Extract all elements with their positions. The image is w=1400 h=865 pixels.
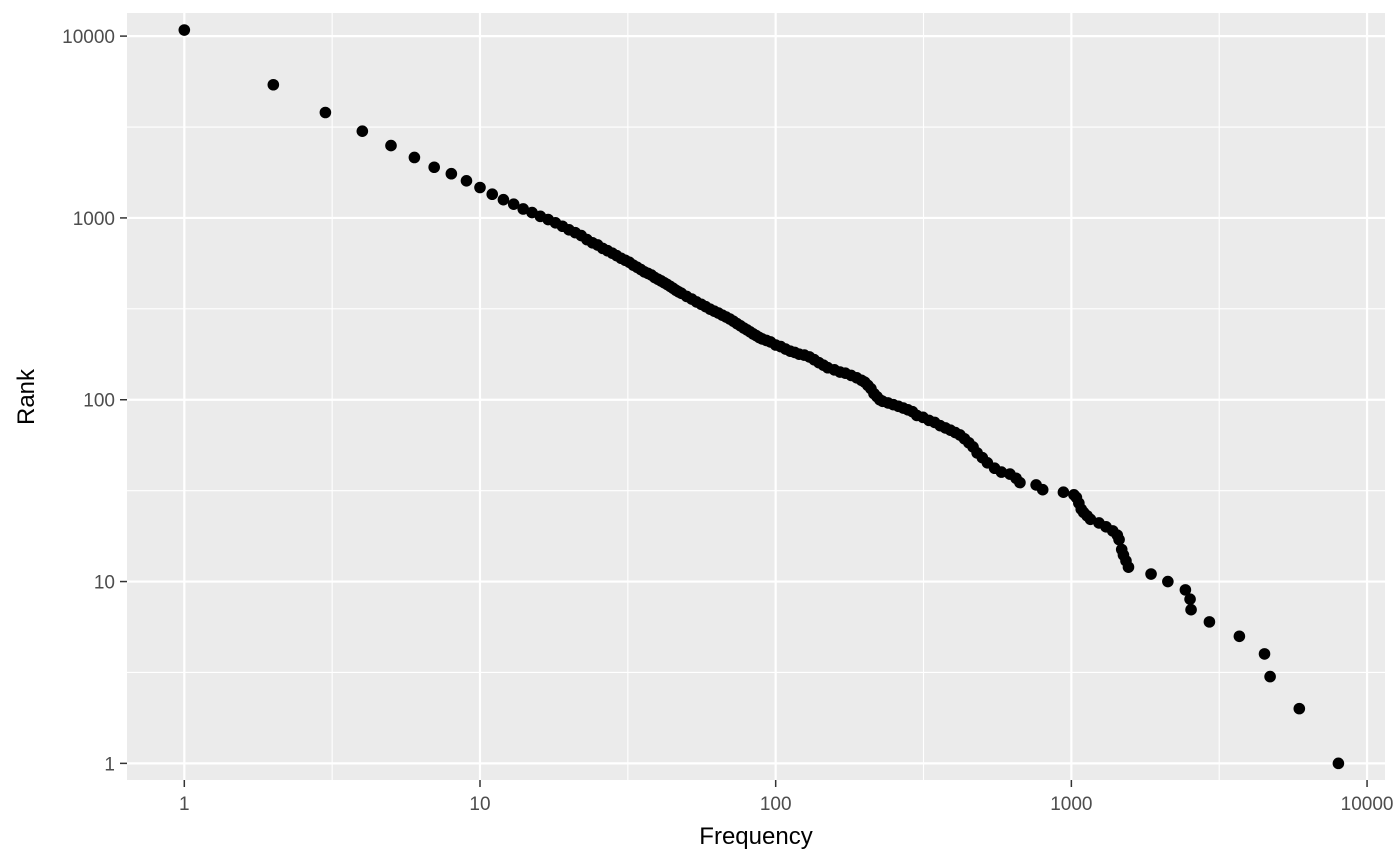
- data-point: [1264, 670, 1276, 683]
- data-point: [1014, 476, 1026, 489]
- plot-panel: [127, 13, 1385, 780]
- data-point: [507, 198, 520, 210]
- data-point: [428, 161, 440, 174]
- data-point: [1179, 584, 1192, 596]
- data-point: [1203, 616, 1216, 628]
- data-points: [178, 24, 1345, 770]
- x-tick-label: 10: [469, 794, 490, 815]
- data-point: [319, 106, 332, 119]
- data-point: [460, 175, 473, 187]
- data-point: [178, 24, 191, 36]
- y-axis-title: Rank: [13, 368, 40, 425]
- data-point: [474, 181, 486, 194]
- y-tick-label: 1000: [73, 209, 115, 230]
- data-point: [497, 193, 510, 206]
- data-point: [1113, 533, 1125, 546]
- x-axis-title: Frequency: [699, 823, 812, 850]
- y-axis: 1 10 100 1000 10000: [62, 27, 127, 775]
- data-point: [267, 78, 280, 91]
- data-point: [1057, 486, 1070, 499]
- y-tick-label: 10: [94, 573, 115, 594]
- data-point: [1122, 561, 1135, 573]
- data-point: [385, 139, 397, 152]
- data-point: [517, 203, 529, 215]
- data-point: [486, 188, 499, 201]
- y-tick-label: 1: [104, 754, 115, 775]
- x-tick-label: 1000: [1050, 794, 1092, 815]
- data-point: [1293, 702, 1306, 715]
- grid-lines: [127, 13, 1385, 780]
- data-point: [1332, 757, 1345, 770]
- x-tick-label: 1: [179, 794, 190, 815]
- x-tick-label: 10000: [1341, 794, 1394, 815]
- data-point: [445, 167, 458, 180]
- data-point: [1233, 630, 1246, 643]
- data-point: [408, 151, 421, 164]
- y-tick-label: 100: [83, 391, 115, 412]
- data-point: [1185, 603, 1197, 616]
- x-axis: 1 10 100 1000 10000: [179, 780, 1393, 815]
- data-point: [356, 125, 369, 137]
- y-tick-label: 10000: [62, 27, 115, 48]
- data-point: [1184, 593, 1196, 605]
- data-point: [1036, 483, 1049, 496]
- data-point: [1145, 568, 1157, 580]
- data-point: [1162, 575, 1174, 588]
- data-point: [1258, 648, 1271, 660]
- x-tick-label: 100: [760, 794, 792, 815]
